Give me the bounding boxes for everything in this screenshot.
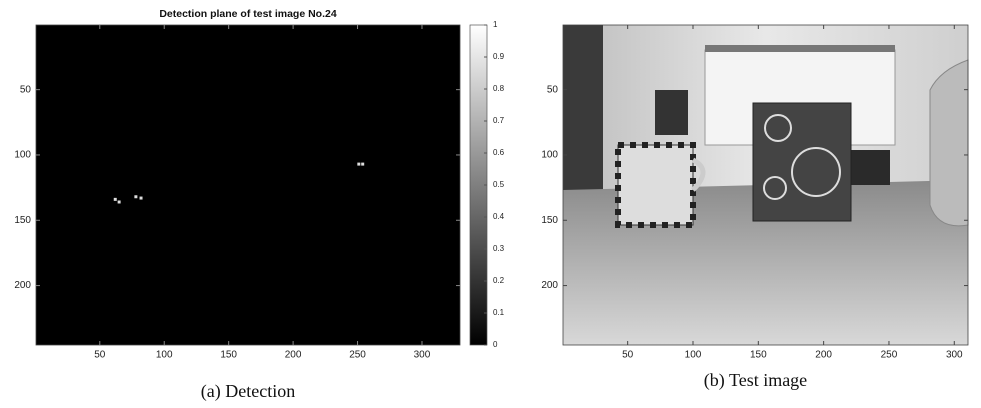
x-tick-label: 100	[156, 350, 173, 361]
y-tick-label: 200	[541, 280, 558, 291]
colorbar-tick-label: 0.5	[493, 180, 505, 189]
detection-point	[118, 200, 121, 203]
x-tick-label: 50	[94, 350, 106, 361]
figure: Detection plane of test image No.24 0 0.1 0…	[0, 0, 981, 408]
colorbar-tick-label: 0.1	[493, 308, 505, 317]
colorbar-tick-label: 0.4	[493, 212, 505, 221]
detection-point	[134, 195, 137, 198]
chart-title: Detection plane of test image No.24	[159, 8, 337, 20]
y-tick-label: 50	[20, 84, 32, 95]
caption: (a) Detection	[201, 381, 295, 402]
x-tick-label: 250	[881, 350, 898, 361]
detection-point	[114, 198, 117, 201]
colorbar-tick-label: 0.3	[493, 244, 505, 253]
y-tick-label: 200	[14, 280, 31, 291]
x-tick-label: 100	[685, 350, 702, 361]
colorbar-tick-label: 0.7	[493, 116, 505, 125]
colorbar-tick-label: 0.8	[493, 84, 505, 93]
y-tick-label: 50	[547, 84, 559, 95]
colorbar-tick-label: 0.9	[493, 52, 505, 61]
y-tick-label: 100	[541, 150, 558, 161]
y-tick-label: 150	[14, 215, 31, 226]
x-tick-label: 150	[220, 350, 237, 361]
colorbar-tick-label: 0	[493, 340, 498, 349]
y-tick-label: 100	[14, 150, 31, 161]
y-tick-label: 150	[541, 215, 558, 226]
x-tick-label: 50	[622, 350, 634, 361]
colorbar-tick-label: 1	[493, 20, 498, 29]
colorbar-tick-label: 0.2	[493, 276, 505, 285]
detection-point	[357, 163, 360, 166]
x-tick-label: 300	[414, 350, 431, 361]
x-tick-label: 200	[285, 350, 302, 361]
detection-plane	[36, 25, 460, 345]
x-tick-label: 150	[750, 350, 767, 361]
caption: (b) Test image	[704, 370, 807, 391]
detection-point	[361, 163, 364, 166]
x-tick-label: 300	[946, 350, 963, 361]
detection-point	[140, 197, 143, 200]
x-tick-label: 250	[349, 350, 366, 361]
photo	[563, 25, 968, 345]
x-tick-label: 200	[815, 350, 832, 361]
colorbar-tick-label: 0.6	[493, 148, 505, 157]
